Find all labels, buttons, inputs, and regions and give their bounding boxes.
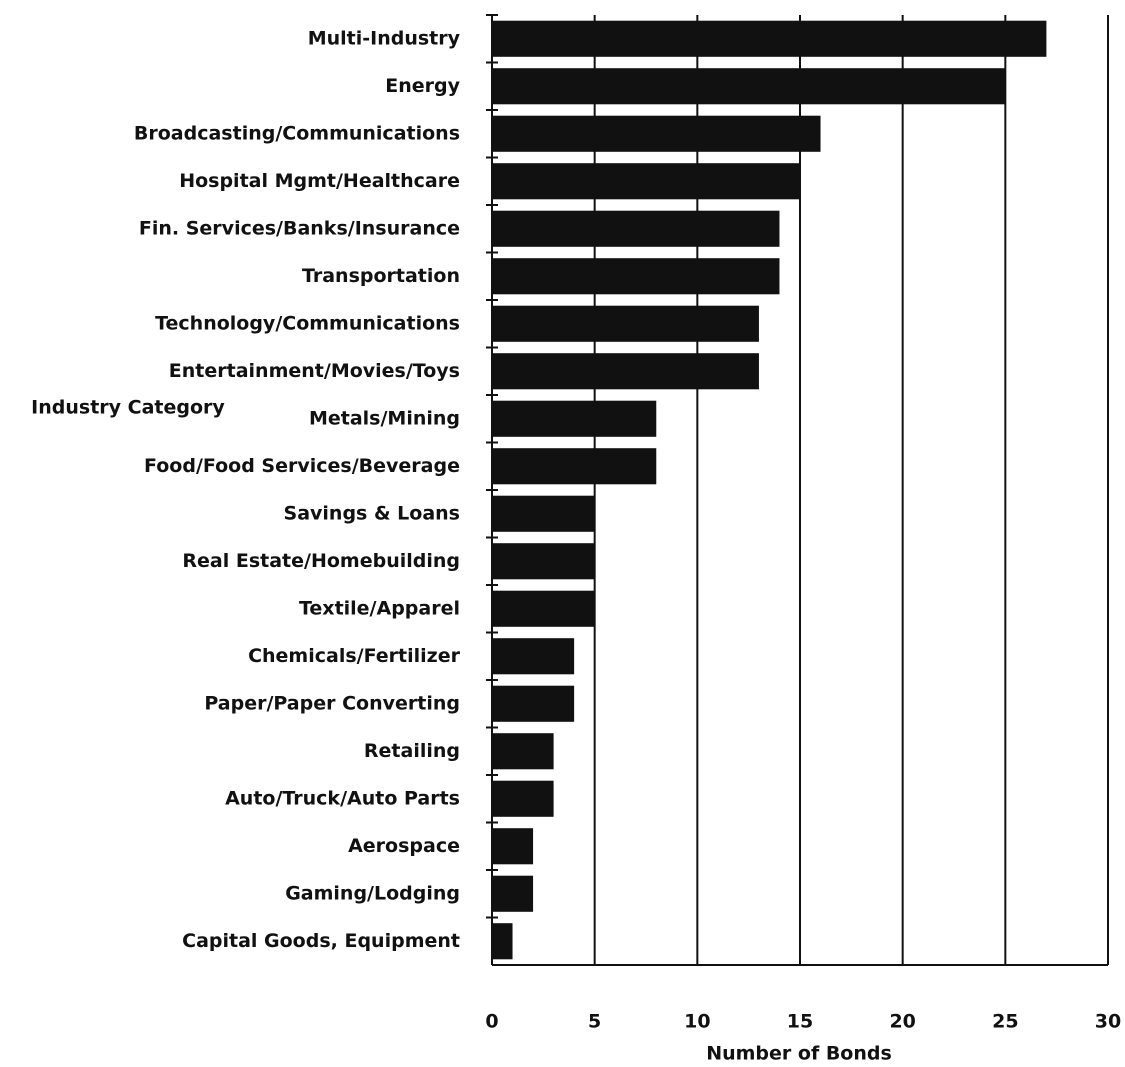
y-tick-label: Savings & Loans xyxy=(284,502,460,524)
bar xyxy=(492,115,821,152)
y-tick-label: Entertainment/Movies/Toys xyxy=(169,360,460,382)
x-axis-title: Number of Bonds xyxy=(706,1043,892,1065)
x-tick-label: 10 xyxy=(684,1011,710,1033)
y-tick-label: Broadcasting/Communications xyxy=(134,122,460,144)
bar xyxy=(492,400,657,437)
x-tick-label: 20 xyxy=(889,1011,915,1033)
bar xyxy=(492,448,657,485)
bar xyxy=(492,305,759,342)
y-tick-label: Capital Goods, Equipment xyxy=(182,930,460,952)
y-tick-label: Textile/Apparel xyxy=(299,597,460,619)
bar xyxy=(492,828,534,865)
bar xyxy=(492,68,1006,105)
y-tick-label: Food/Food Services/Beverage xyxy=(144,455,460,477)
bar xyxy=(492,590,595,627)
x-tick-label: 0 xyxy=(485,1011,498,1033)
y-tick-label: Chemicals/Fertilizer xyxy=(248,645,461,667)
x-tick-label: 30 xyxy=(1095,1011,1121,1033)
bar xyxy=(492,495,595,532)
x-tick-label: 15 xyxy=(787,1011,813,1033)
y-tick-label: Metals/Mining xyxy=(309,407,460,429)
y-tick-label: Retailing xyxy=(364,740,460,762)
y-tick-label: Paper/Paper Converting xyxy=(204,692,460,714)
bar xyxy=(492,780,554,817)
y-tick-label: Hospital Mgmt/Healthcare xyxy=(179,170,460,192)
y-tick-label: Multi-Industry xyxy=(308,27,461,49)
bar xyxy=(492,875,534,912)
bar xyxy=(492,685,575,722)
y-tick-label: Gaming/Lodging xyxy=(285,882,460,904)
bar xyxy=(492,163,800,200)
x-tick-label: 25 xyxy=(992,1011,1018,1033)
y-tick-label: Auto/Truck/Auto Parts xyxy=(225,787,460,809)
bar xyxy=(492,353,759,390)
y-tick-label: Technology/Communications xyxy=(155,312,460,334)
bar xyxy=(492,923,513,960)
bar xyxy=(492,638,575,675)
x-tick-label: 5 xyxy=(588,1011,601,1033)
y-axis-title: Industry Category xyxy=(31,397,225,419)
y-tick-label: Fin. Services/Banks/Insurance xyxy=(139,217,460,239)
y-tick-label: Energy xyxy=(385,75,460,97)
y-tick-label: Transportation xyxy=(302,265,460,287)
bar xyxy=(492,20,1047,57)
bar xyxy=(492,733,554,770)
y-tick-label: Aerospace xyxy=(348,835,460,857)
bar xyxy=(492,210,780,247)
y-tick-label: Real Estate/Homebuilding xyxy=(182,550,460,572)
bar xyxy=(492,258,780,295)
bar xyxy=(492,543,595,580)
